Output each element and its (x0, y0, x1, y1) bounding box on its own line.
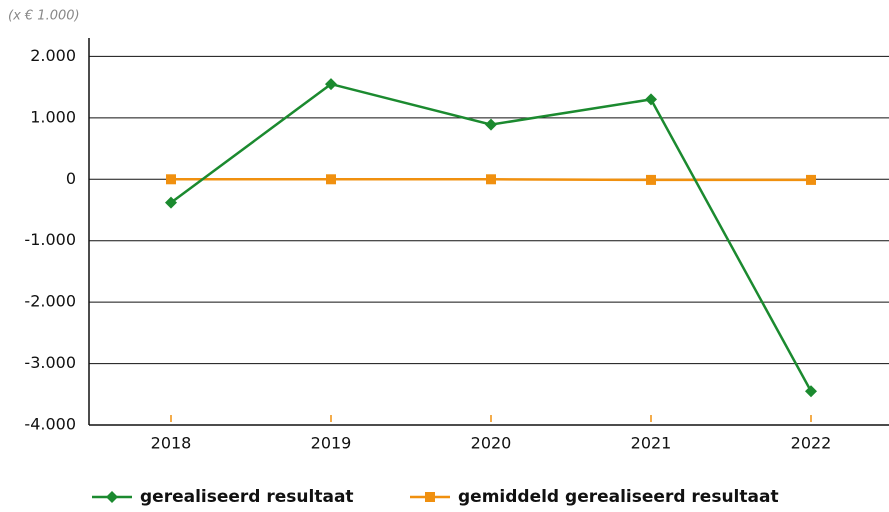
x-tick-label: 2019 (311, 434, 352, 453)
y-tick-label: 2.000 (30, 46, 76, 65)
y-tick-label: 1.000 (30, 107, 76, 126)
point-marker (645, 93, 657, 106)
x-tick-label: 2018 (151, 434, 192, 453)
point-marker (165, 196, 177, 209)
point-marker (646, 174, 656, 185)
point-marker (326, 174, 336, 185)
y-tick-label: -2.000 (24, 292, 76, 311)
point-marker (806, 174, 816, 185)
legend-label: gemiddeld gerealiseerd resultaat (458, 487, 779, 507)
x-tick-label: 2021 (631, 434, 672, 453)
point-marker (485, 118, 497, 131)
legend-label: gerealiseerd resultaat (140, 487, 354, 507)
y-tick-label: 0 (66, 169, 76, 188)
x-tick-label: 2022 (791, 434, 832, 453)
point-marker (805, 385, 817, 398)
y-tick-label: -4.000 (24, 415, 76, 434)
y-tick-label: -1.000 (24, 230, 76, 249)
legend-marker (106, 491, 118, 503)
legend-marker (425, 492, 435, 502)
y-tick-label: -3.000 (24, 353, 76, 372)
point-marker (486, 174, 496, 185)
x-tick-label: 2020 (471, 434, 512, 453)
point-marker (166, 174, 176, 185)
unit-note: (x € 1.000) (8, 9, 80, 24)
point-marker (325, 78, 337, 91)
